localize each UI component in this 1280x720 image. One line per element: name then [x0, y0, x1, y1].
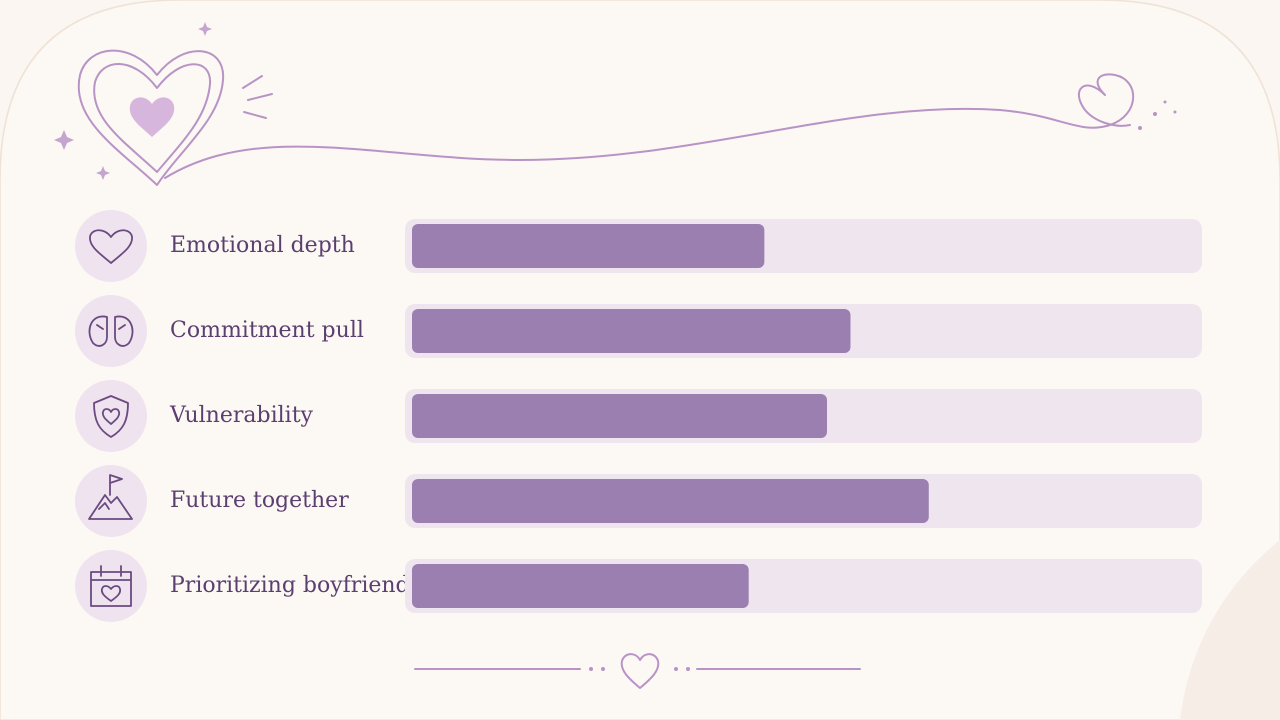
category-label: Future together — [170, 488, 349, 513]
bar — [412, 564, 749, 608]
bar — [412, 309, 851, 353]
category-label: Emotional depth — [170, 233, 355, 258]
bar — [412, 224, 765, 268]
icons — [88, 229, 134, 607]
icon-badge — [75, 550, 147, 622]
category-label: Commitment pull — [170, 318, 364, 343]
decoration-bottom — [414, 540, 1280, 720]
decoration-top — [54, 22, 1177, 186]
icon-badge — [75, 295, 147, 367]
icon-badge — [75, 210, 147, 282]
icon-badge — [75, 380, 147, 452]
category-label: Prioritizing boyfriend — [170, 573, 410, 598]
bar — [412, 479, 929, 523]
category-label: Vulnerability — [169, 403, 314, 428]
bar — [412, 394, 827, 438]
